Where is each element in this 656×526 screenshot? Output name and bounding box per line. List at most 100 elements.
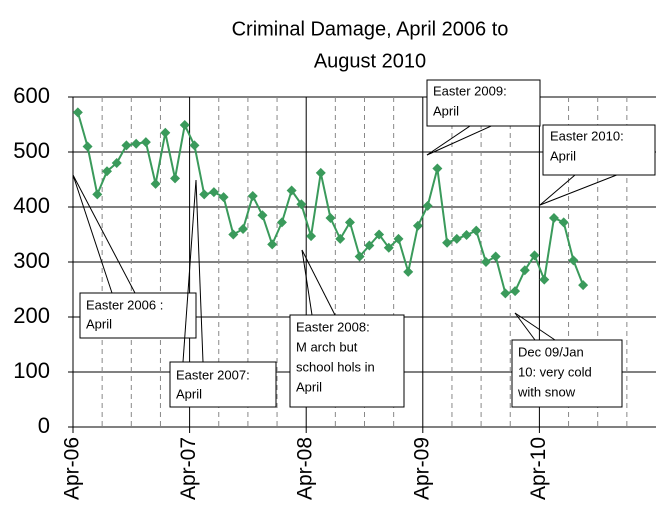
marker <box>344 217 355 228</box>
x-tick-label: Apr-08 <box>294 437 317 500</box>
marker <box>578 280 589 291</box>
pointer <box>72 174 136 294</box>
callout-text: school hols in <box>296 359 375 374</box>
marker <box>490 251 501 262</box>
chart-title: August 2010 <box>314 50 426 72</box>
marker <box>286 185 297 196</box>
marker <box>374 229 385 240</box>
marker <box>228 229 239 240</box>
marker <box>257 210 268 221</box>
y-tick-label: 600 <box>13 83 50 108</box>
marker <box>102 166 113 177</box>
callout-text: April <box>86 316 112 331</box>
marker <box>218 192 229 203</box>
marker <box>121 140 132 151</box>
pointer <box>301 249 313 316</box>
marker <box>150 178 161 189</box>
callout-text: Dec 09/Jan <box>518 344 584 359</box>
marker <box>500 288 511 299</box>
y-tick-label: 300 <box>13 248 50 273</box>
callout-box <box>169 361 277 408</box>
marker <box>325 213 336 223</box>
callout-text: April <box>433 103 459 118</box>
marker <box>422 200 433 211</box>
callout-text: Easter 2010: <box>550 128 624 143</box>
marker <box>170 173 181 184</box>
callout-text: April <box>296 379 322 394</box>
marker <box>412 220 423 231</box>
marker <box>364 240 375 251</box>
callout-text: with snow <box>517 384 576 399</box>
marker <box>510 286 521 297</box>
marker <box>442 237 453 248</box>
marker <box>160 127 171 138</box>
callout-text: April <box>176 386 202 401</box>
marker <box>403 266 414 277</box>
marker <box>519 265 530 276</box>
callout-box <box>542 124 656 176</box>
callout: Dec 09/Jan 10: very cold with snow <box>511 312 623 408</box>
marker <box>471 225 482 236</box>
marker <box>548 213 559 223</box>
callout-box <box>289 314 405 408</box>
marker <box>189 140 200 151</box>
pointer <box>514 312 556 341</box>
pointer <box>539 174 576 206</box>
callout: Easter 2008: M arch but school hols in A… <box>289 249 405 408</box>
pointer <box>182 179 197 363</box>
x-tick-label: Apr-06 <box>61 437 84 500</box>
x-tick-label: Apr-07 <box>177 437 200 500</box>
marker <box>354 251 365 262</box>
marker <box>267 239 278 250</box>
y-tick-label: 200 <box>13 303 50 328</box>
series-line <box>76 112 585 295</box>
callout-box <box>511 339 623 408</box>
marker <box>432 163 443 174</box>
callout-text: Easter 2006 : <box>86 297 163 312</box>
marker <box>568 255 579 266</box>
marker <box>306 231 317 242</box>
callout-box <box>79 292 197 339</box>
marker <box>529 250 540 261</box>
pointer <box>426 125 471 156</box>
chart-title: Criminal Damage, April 2006 to <box>232 18 509 40</box>
pointer <box>72 174 113 294</box>
callout-box <box>426 79 541 127</box>
callout-text: Easter 2008: <box>296 319 370 334</box>
marker <box>383 242 394 253</box>
marker <box>208 187 219 198</box>
callout-text: M arch but <box>296 339 358 354</box>
marker <box>539 274 550 285</box>
marker <box>276 217 287 228</box>
marker <box>131 138 142 149</box>
pointer <box>301 249 336 316</box>
x-tick-label: Apr-10 <box>527 437 550 500</box>
marker <box>238 224 249 234</box>
annotations: Easter 2006 : April Easter 2007: April E… <box>72 79 656 408</box>
pointer <box>195 179 204 363</box>
marker <box>558 217 569 228</box>
callout: Easter 2009: April <box>426 79 541 156</box>
callout-text: 10: very cold <box>518 364 592 379</box>
marker <box>92 189 103 200</box>
marker <box>199 189 210 200</box>
y-tick-label: 0 <box>38 413 50 438</box>
pointer <box>514 312 536 341</box>
marker <box>179 120 190 131</box>
marker <box>296 199 307 210</box>
x-tick-label: Apr-09 <box>410 437 433 500</box>
callout: Easter 2006 : April <box>72 174 197 339</box>
callout-text: Easter 2007: <box>176 367 250 382</box>
callout-text: Easter 2009: <box>433 83 507 98</box>
marker <box>315 167 326 178</box>
callout-text: April <box>550 148 576 163</box>
marker <box>82 141 93 152</box>
y-tick-label: 100 <box>13 358 50 383</box>
marker <box>480 257 491 267</box>
marker <box>72 107 83 118</box>
y-tick-label: 400 <box>13 193 50 218</box>
marker <box>461 230 472 241</box>
marker <box>247 191 258 201</box>
marker <box>335 233 346 244</box>
marker <box>111 158 122 168</box>
